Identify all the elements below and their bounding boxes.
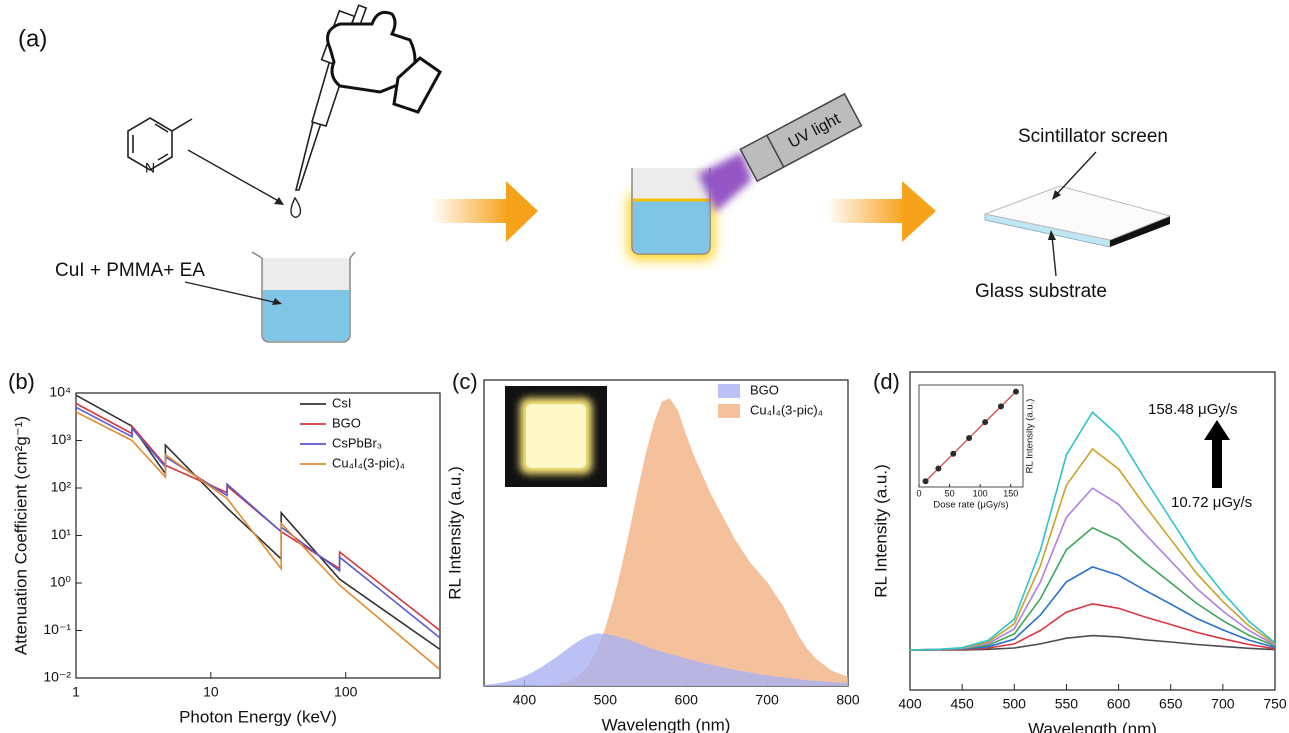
hand [328, 12, 440, 112]
annotation: 158.48 μGy/s [1148, 401, 1238, 418]
y-axis-label: Attenuation Coefficient (cm²g⁻¹) [11, 416, 30, 655]
legend-label: Cu₄I₄(3-pic)₄ [750, 402, 823, 417]
series-line [76, 404, 440, 631]
process-arrow [826, 181, 936, 242]
x-axis-label: Wavelength (nm) [602, 715, 731, 733]
page: {"figure": {"panel_a": {"label": "(a)", … [0, 0, 1289, 733]
x-tick-label: 400 [513, 692, 537, 708]
x-tick-label: 450 [950, 696, 974, 712]
sample-photo [505, 386, 607, 487]
process-arrow [430, 181, 538, 242]
y-tick-label: 10⁴ [49, 384, 71, 400]
legend-label: BGO [750, 382, 779, 397]
annotation: 10.72 μGy/s [1171, 494, 1252, 511]
legend-label: Cu₄I₄(3-pic)₄ [332, 455, 405, 470]
x-tick-label: 750 [1263, 696, 1287, 712]
x-tick-label: 100 [973, 488, 988, 498]
x-tick-label: 1 [72, 684, 80, 700]
chart: 0 50 100 150 Dose rate (μGy/s) RL Intensity (… [916, 385, 1035, 511]
arrow [1052, 236, 1056, 276]
x-tick-label: 650 [1159, 696, 1183, 712]
x-tick-label: 400 [898, 696, 922, 712]
legend-swatch [718, 404, 740, 418]
y-tick-label: 10³ [51, 431, 72, 447]
beaker [252, 252, 355, 342]
x-tick-label: 800 [836, 692, 860, 708]
legend-swatch [718, 384, 740, 398]
x-axis-label: Wavelength (nm) [1028, 719, 1157, 733]
y-tick-label: 10⁰ [50, 574, 72, 590]
legend-label: BGO [332, 415, 361, 430]
x-tick-label: 0 [916, 488, 921, 498]
x-tick-label: 500 [1003, 696, 1027, 712]
y-axis-label: RL Intensity (a.u.) [871, 464, 890, 598]
arrow [188, 150, 282, 203]
x-tick-label: 700 [755, 692, 779, 708]
data-point [950, 451, 956, 457]
y-tick-label: 10² [51, 479, 72, 495]
data-point [998, 403, 1004, 409]
legend-label: CsPbBr₃ [332, 435, 382, 450]
droplet [291, 198, 300, 217]
x-tick-label: 150 [1003, 488, 1018, 498]
atom-label: N [145, 160, 155, 176]
x-axis-label: Dose rate (μGy/s) [933, 500, 1008, 511]
y-axis-label: RL Intensity (a.u.) [1025, 399, 1036, 474]
data-point [923, 478, 929, 484]
arrow [1055, 152, 1096, 196]
series-line [910, 488, 1275, 650]
chart: 1 10 100 10⁻² 10⁻¹ 10⁰ 10¹ 10² 10³ 10⁴ Photon Ener… [8, 369, 440, 727]
data-point [935, 466, 941, 472]
series-line [76, 407, 440, 638]
panel-label: (a) [18, 25, 47, 52]
screen [985, 186, 1170, 247]
series-line [76, 412, 440, 670]
x-tick-label: 700 [1211, 696, 1235, 712]
legend-label: CsI [332, 395, 352, 410]
charts: 1 10 100 10⁻² 10⁻¹ 10⁰ 10¹ 10² 10³ 10⁴ Photon Ener… [8, 369, 1287, 733]
glowing-beaker [628, 168, 714, 260]
series-line [910, 604, 1275, 650]
x-tick-label: 10 [203, 684, 219, 700]
plot-frame [910, 372, 1275, 690]
y-axis-label: RL Intensity (a.u.) [445, 466, 464, 600]
data-point [966, 435, 972, 441]
substrate-label: Glass substrate [975, 281, 1107, 302]
pyridine [128, 118, 192, 170]
x-axis-label: Photon Energy (keV) [179, 707, 337, 726]
panel-label: (b) [8, 369, 35, 394]
arrow-head [274, 197, 284, 205]
increase-arrow [1204, 420, 1230, 488]
x-tick-label: 600 [1107, 696, 1131, 712]
figure: (a) N CuI + PMMA+ E [0, 0, 1289, 733]
screen-label: Scintillator screen [1018, 126, 1168, 147]
data-point [982, 419, 988, 425]
panel-label: (d) [873, 369, 900, 394]
y-tick-label: 10¹ [51, 526, 72, 542]
x-tick-label: 600 [675, 692, 699, 708]
panel-a: (a) N CuI + PMMA+ E [18, 5, 1170, 342]
x-tick-label: 100 [334, 684, 358, 700]
x-tick-label: 550 [1055, 696, 1079, 712]
y-tick-label: 10⁻² [43, 669, 71, 685]
x-tick-label: 50 [945, 488, 955, 498]
panel-label: (c) [452, 369, 478, 394]
uv-lamp: UV light [740, 94, 861, 181]
data-point [1013, 389, 1019, 395]
x-tick-label: 500 [594, 692, 618, 708]
solution-label: CuI + PMMA+ EA [55, 260, 205, 281]
y-tick-label: 10⁻¹ [43, 621, 71, 637]
